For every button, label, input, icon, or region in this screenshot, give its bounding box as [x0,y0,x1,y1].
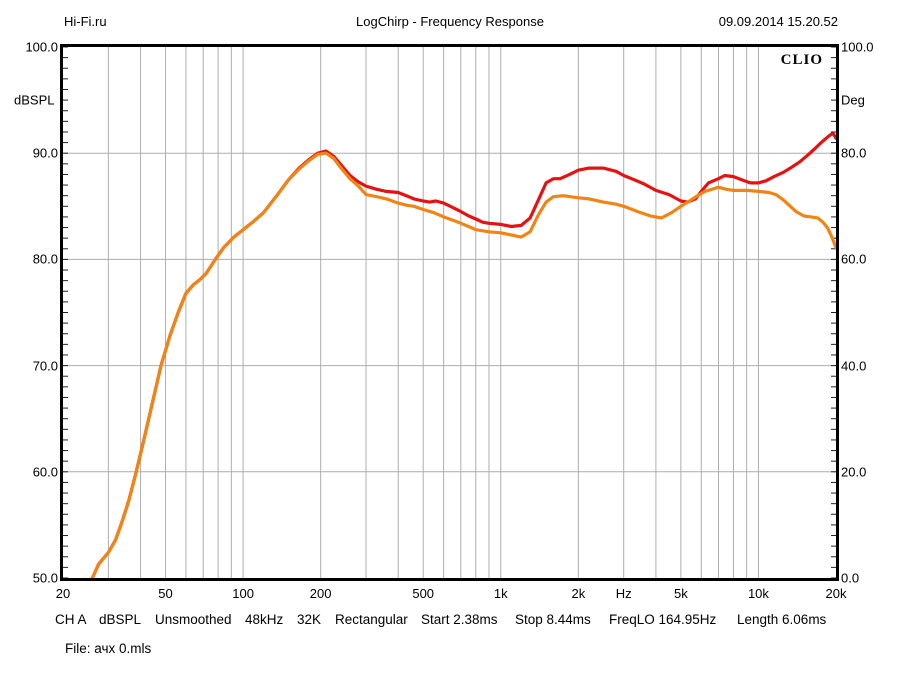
x-tick-label: 100 [232,586,254,601]
left-y-tick-label: 80.0 [32,251,58,267]
status-item: Unsmoothed [155,612,232,627]
orange-response-curve [90,151,836,578]
right-y-tick-label: 100.0 [841,39,874,55]
status-item: Length 6.06ms [737,612,827,627]
x-axis-unit-label: Hz [615,586,632,601]
status-item: FreqLO 164.95Hz [609,612,717,627]
file-name-label: File: ачх 0.mls [65,641,152,656]
timestamp: 09.09.2014 15.20.52 [718,14,838,29]
left-y-tick-label: 60.0 [32,464,58,480]
right-y-tick-label: 20.0 [841,464,867,480]
clio-logo: CLIO [780,52,823,68]
x-tick-label: 200 [309,586,332,601]
left-y-tick-label: 100.0 [25,39,58,55]
right-y-tick-label: 0.0 [841,570,860,586]
frequency-response-chart [63,47,836,578]
x-tick-label: 20 [55,586,71,601]
left-y-tick-label: 70.0 [32,358,58,374]
plot-area: CLIO [60,44,839,581]
status-item: Rectangular [335,612,408,627]
x-tick-label: 2k [571,586,586,601]
x-tick-label: 50 [158,586,173,601]
status-item: 32K [297,612,322,627]
left-y-tick-label: 50.0 [32,570,58,586]
status-item: dBSPL [99,612,142,627]
x-tick-label: 500 [412,586,435,601]
x-tick-label: 1k [493,586,508,601]
left-y-tick-label: 90.0 [32,145,58,161]
status-item: CH A [55,612,87,627]
x-tick-label: 20k [825,586,847,601]
right-y-tick-label: 40.0 [841,358,867,374]
status-bar: CH A dBSPL Unsmoothed 48kHz 32K Rectangular St… [0,612,900,628]
status-item: Stop 8.44ms [515,612,591,627]
left-axis-unit-label: dBSPL [14,92,55,108]
site-label: Hi-Fi.ru [64,14,107,29]
right-y-tick-label: 60.0 [841,251,867,267]
status-item: Start 2.38ms [421,612,498,627]
right-y-tick-label: 80.0 [841,145,867,161]
x-tick-label: 10k [747,586,769,601]
chart-title: LogChirp - Frequency Response [356,14,544,29]
red-response-curve [90,132,836,578]
status-item: 48kHz [245,612,284,627]
x-tick-label: 5k [673,586,688,601]
right-axis-unit-label: Deg [841,92,865,108]
